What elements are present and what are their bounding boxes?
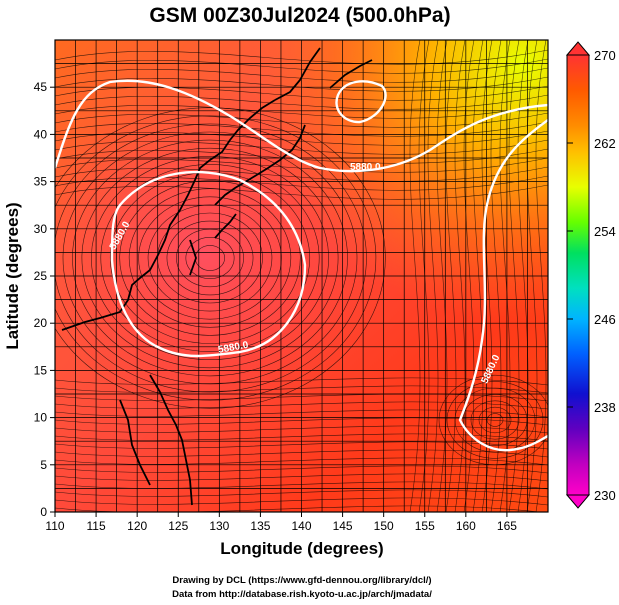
streamline <box>55 112 548 128</box>
streamline <box>526 40 538 512</box>
streamline <box>55 175 548 191</box>
streamline <box>427 40 439 512</box>
streamline <box>138 196 282 320</box>
coastline <box>61 47 373 506</box>
streamline <box>55 115 377 401</box>
streamline <box>55 67 548 83</box>
streamline <box>100 164 320 352</box>
streamline <box>499 40 511 512</box>
streamline <box>462 394 528 446</box>
x-tick-label: 160 <box>456 519 476 533</box>
streamline <box>535 40 547 512</box>
streamline <box>478 406 512 434</box>
streamline <box>55 103 548 119</box>
streamline <box>55 130 548 146</box>
streamline <box>472 40 484 512</box>
streamline <box>454 387 536 453</box>
streamline <box>91 156 329 360</box>
streamline <box>166 220 254 296</box>
colorbar-tick-label: 230 <box>594 488 616 503</box>
y-tick-label: 5 <box>40 458 47 472</box>
y-tick-label: 15 <box>34 363 48 377</box>
streamline <box>55 121 548 137</box>
streamline <box>55 166 548 182</box>
y-tick-label: 10 <box>34 411 48 425</box>
y-axis-ticks: 0 5 10 15 20 25 30 35 40 45 <box>34 80 55 519</box>
credit-line-1: Drawing by DCL (https://www.gfd-dennou.o… <box>172 575 431 586</box>
contour-label: 5880.0 <box>217 340 249 356</box>
streamline <box>119 180 301 336</box>
y-tick-label: 0 <box>40 505 47 519</box>
x-tick-label: 125 <box>168 519 188 533</box>
streamline <box>490 40 502 512</box>
streamline <box>445 40 457 512</box>
x-tick-label: 130 <box>209 519 229 533</box>
y-tick-label: 45 <box>34 80 48 94</box>
colorbar-tick-label: 238 <box>594 400 616 415</box>
x-tick-label: 120 <box>127 519 147 533</box>
y-axis-label: Latitude (degrees) <box>3 202 22 349</box>
streamline <box>454 40 466 512</box>
colorbar-tick-label: 270 <box>594 48 616 63</box>
streamline <box>185 237 235 280</box>
streamline <box>72 139 348 377</box>
plot-area: 5880.0 5880.0 5880.0 5880.0 <box>55 40 548 512</box>
streamline <box>55 157 548 173</box>
streamline <box>55 85 548 101</box>
contour-5880 <box>55 79 548 452</box>
streamline <box>81 147 339 369</box>
colorbar-tick-label: 262 <box>594 136 616 151</box>
y-tick-label: 25 <box>34 269 48 283</box>
x-axis-label: Longitude (degrees) <box>220 539 383 558</box>
colorbar-tick-label: 254 <box>594 224 616 239</box>
map-title: GSM 00Z30Jul2024 (500.0hPa) <box>149 4 450 27</box>
streamline <box>55 94 548 110</box>
y-tick-label: 20 <box>34 316 48 330</box>
x-tick-label: 165 <box>497 519 517 533</box>
streamline <box>176 228 244 288</box>
streamline <box>55 58 548 74</box>
streamline <box>55 123 367 393</box>
colorbar: 270 262 254 246 238 230 <box>565 41 616 509</box>
streamline <box>55 184 548 200</box>
streamline <box>517 40 529 512</box>
colorbar-ticks: 270 262 254 246 238 230 <box>567 48 616 503</box>
streamline <box>446 381 544 459</box>
streamline <box>486 413 504 427</box>
contour-label: 5880.0 <box>350 162 381 173</box>
streamline <box>470 400 520 440</box>
x-axis-ticks: 110 115 120 125 130 135 140 145 150 155 160 165 <box>45 512 517 533</box>
y-tick-label: 30 <box>34 222 48 236</box>
x-tick-label: 140 <box>291 519 311 533</box>
x-tick-label: 115 <box>87 519 106 533</box>
x-tick-label: 155 <box>415 519 435 533</box>
streamline <box>55 49 548 65</box>
x-tick-label: 150 <box>374 519 394 533</box>
x-tick-label: 110 <box>45 519 64 533</box>
streamline <box>481 40 493 512</box>
map-grid <box>55 40 548 512</box>
streamline <box>409 40 421 512</box>
streamline <box>55 76 548 92</box>
y-tick-label: 35 <box>34 175 48 189</box>
x-tick-label: 145 <box>333 519 353 533</box>
credit-line-2: Data from http://database.rish.kyoto-u.a… <box>172 589 432 600</box>
streamline <box>418 40 430 512</box>
colorbar-tick-label: 246 <box>594 312 616 327</box>
streamline <box>508 40 520 512</box>
y-tick-label: 40 <box>34 127 48 141</box>
streamline <box>62 131 358 385</box>
x-tick-label: 135 <box>250 519 270 533</box>
